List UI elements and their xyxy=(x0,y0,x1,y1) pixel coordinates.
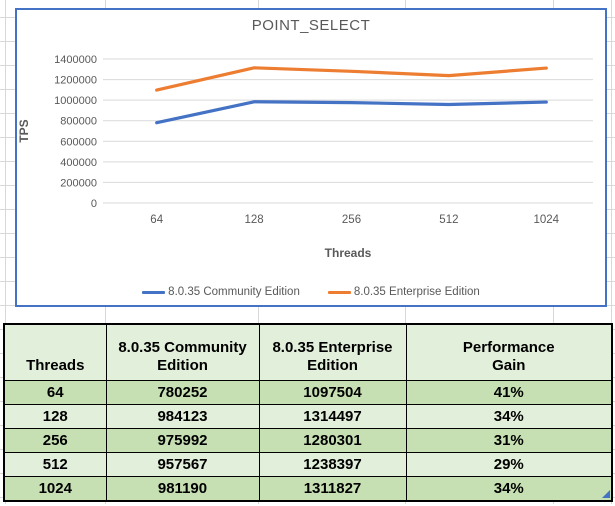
table-cell[interactable]: 34% xyxy=(405,476,613,502)
table-header-cell[interactable]: Threads xyxy=(3,323,107,381)
table-row: 256 975992 1280301 31% xyxy=(3,428,613,453)
y-axis-tick-label: 200000 xyxy=(60,177,97,189)
selection-corner-marker xyxy=(602,490,610,498)
table-cell[interactable]: 512 xyxy=(3,452,107,477)
legend-item[interactable]: 8.0.35 Community Edition xyxy=(142,286,300,298)
table-cell[interactable]: 957567 xyxy=(105,452,260,477)
line-chart-plot: 0 200000 400000 600000 800000 1000000 1200000 1… xyxy=(54,54,593,226)
y-axis-tick-label: 1000000 xyxy=(54,95,97,107)
legend-item[interactable]: 8.0.35 Enterprise Edition xyxy=(327,286,480,298)
y-axis-tick-label: 400000 xyxy=(60,157,97,169)
x-axis-tick-label: 64 xyxy=(150,214,163,226)
table-cell[interactable]: 64 xyxy=(3,380,107,405)
table-cell[interactable]: 780252 xyxy=(105,380,260,405)
table-header-cell[interactable]: 8.0.35 Community Edition xyxy=(105,323,260,381)
x-axis-tick-label: 256 xyxy=(342,214,361,226)
table-cell[interactable]: 1238397 xyxy=(258,452,407,477)
x-axis-tick-label: 128 xyxy=(245,214,264,226)
table-cell[interactable]: 41% xyxy=(405,380,613,405)
table-cell[interactable]: 34% xyxy=(405,404,613,429)
table-cell[interactable]: 29% xyxy=(405,452,613,477)
spreadsheet-column-gridline xyxy=(5,0,6,504)
table-cell[interactable]: 1024 xyxy=(3,476,107,502)
y-axis-title: TPS xyxy=(17,119,31,143)
table-cell[interactable]: 981190 xyxy=(105,476,260,502)
x-axis-tick-label: 1024 xyxy=(534,214,560,226)
table-cell[interactable]: 1097504 xyxy=(258,380,407,405)
y-axis-tick-label: 800000 xyxy=(60,116,97,128)
table-cell[interactable]: 1314497 xyxy=(258,404,407,429)
table-cell[interactable]: 256 xyxy=(3,428,107,453)
x-axis-tick-label: 512 xyxy=(439,214,458,226)
table-cell[interactable]: 128 xyxy=(3,404,107,429)
x-axis-title: Threads xyxy=(324,246,372,260)
y-axis-tick-label: 600000 xyxy=(60,136,97,148)
table-cell[interactable]: 1280301 xyxy=(258,428,407,453)
table-cell[interactable]: 984123 xyxy=(105,404,260,429)
table-header-row: Threads 8.0.35 Community Edition 8.0.35 En… xyxy=(3,323,613,381)
table-cell[interactable]: 975992 xyxy=(105,428,260,453)
y-axis-tick-label: 1400000 xyxy=(54,54,97,66)
table-row: 512 957567 1238397 29% xyxy=(3,452,613,477)
results-table: Threads 8.0.35 Community Edition 8.0.35 En… xyxy=(3,323,613,502)
table-cell[interactable]: 31% xyxy=(405,428,613,453)
legend-label: 8.0.35 Community Edition xyxy=(168,286,300,298)
y-axis-tick-label: 0 xyxy=(91,198,97,210)
legend-swatch xyxy=(327,290,351,294)
chart-object[interactable]: POINT_SELECT 0 200000 400000 600000 800000 10… xyxy=(15,8,607,307)
chart-title: POINT_SELECT xyxy=(251,17,371,34)
table-row: 128 984123 1314497 34% xyxy=(3,404,613,429)
series-line xyxy=(155,66,548,92)
legend-swatch xyxy=(142,290,166,294)
spreadsheet-column-gridline xyxy=(611,0,612,504)
table-cell[interactable]: 1311827 xyxy=(258,476,407,502)
legend-label: 8.0.35 Enterprise Edition xyxy=(353,286,480,298)
table-row: 64 780252 1097504 41% xyxy=(3,380,613,405)
y-axis-tick-label: 1200000 xyxy=(54,75,97,87)
table-header-cell[interactable]: Performance Gain xyxy=(405,323,613,381)
series-line xyxy=(155,100,548,125)
chart-legend: 8.0.35 Community Edition 8.0.35 Enterpris… xyxy=(17,284,605,300)
table-row: 1024 981190 1311827 34% xyxy=(3,476,613,502)
table-header-cell[interactable]: 8.0.35 Enterprise Edition xyxy=(258,323,407,381)
